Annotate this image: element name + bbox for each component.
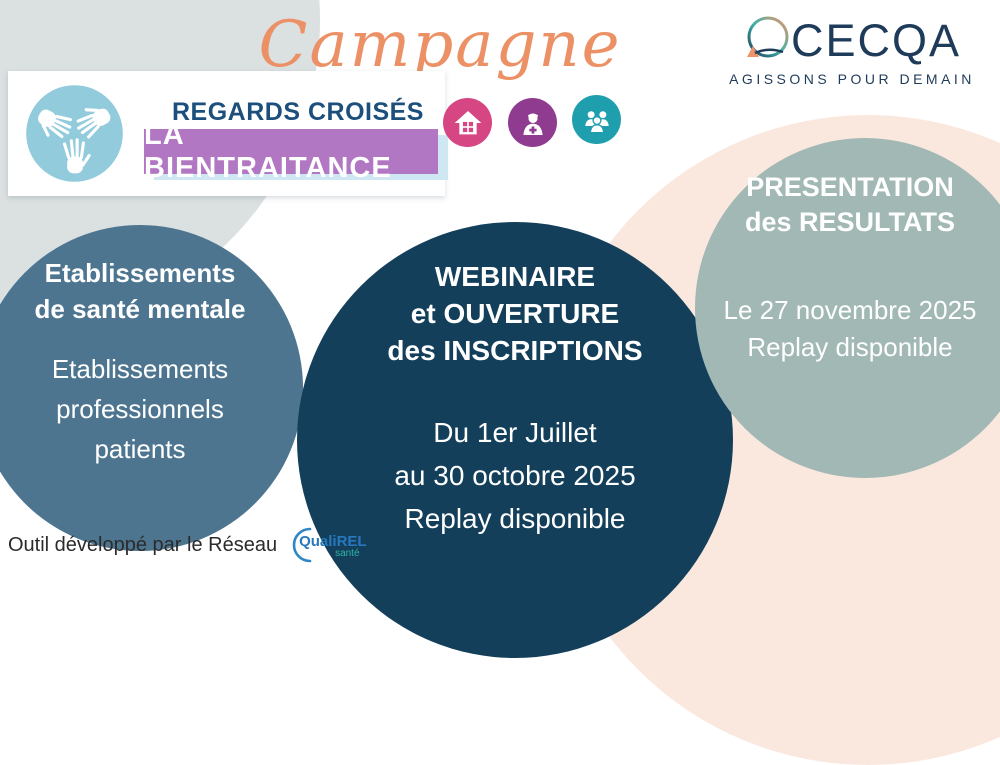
bubble-presentation-body: Le 27 novembre 2025 Replay disponible [695,292,1000,366]
body-line: au 30 octobre 2025 [394,460,636,491]
body-line: Du 1er Juillet [433,417,597,448]
title-line: des INSCRIPTIONS [387,335,643,366]
bubble-etablissements-title: Etablissements de santé mentale [0,225,303,327]
bubble-webinaire-title: WEBINAIRE et OUVERTURE des INSCRIPTIONS [297,222,733,369]
title-line: PRESENTATION [746,172,954,202]
body-line: Le 27 novembre 2025 [723,295,977,325]
body-line: Etablissements [51,354,229,384]
footer-credit-text: Outil développé par le Réseau [8,533,278,556]
bubble-etablissements: Etablissements de santé mentale Etabliss… [0,225,303,551]
qualirel-sub-label: santé [335,548,360,559]
bubble-presentation-title: PRESENTATION des RESULTATS [695,138,1000,240]
ccecqa-c-icon [743,14,791,67]
ccecqa-wordmark: CECQA [790,14,962,66]
bubble-presentation: PRESENTATION des RESULTATS Le 27 novembr… [695,138,1000,478]
body-line: Replay disponible [747,332,953,362]
title-line: de santé mentale [34,294,246,324]
campaign-script-title: Campagne [258,8,622,82]
bientraitance-banner: REGARDS CROISÉS SUR LA BIENTRAITANCE [8,71,448,196]
title-line: des RESULTATS [744,207,955,237]
bubble-webinaire: WEBINAIRE et OUVERTURE des INSCRIPTIONS … [297,222,733,658]
bubble-etablissements-body: Etablissements professionnels patients [0,349,303,469]
body-line: patients [94,434,186,464]
title-line: Etablissements [44,258,236,288]
qualirel-logo: QualiREL santé [283,524,369,566]
hands-logo-icon [22,81,127,191]
body-line: Replay disponible [404,503,626,534]
people-icon [572,95,621,144]
qualirel-arc-icon [292,527,312,563]
title-line: et OUVERTURE [410,298,620,329]
ccecqa-tagline: AGISSONS POUR DEMAIN [729,71,975,87]
footer: Outil développé par le Réseau QualiREL s… [8,524,369,566]
bubble-webinaire-body: Du 1er Juillet au 30 octobre 2025 Replay… [297,411,733,540]
title-line: WEBINAIRE [434,261,596,292]
qualirel-wordmark: QualiREL [299,533,367,550]
house-icon [443,98,492,147]
caregiver-icon [508,98,557,147]
body-line: professionnels [56,394,224,424]
banner-title-line2: LA BIENTRAITANCE [144,119,438,184]
ccecqa-wordmark-row: CECQA [718,14,986,67]
ccecqa-logo: CECQA AGISSONS POUR DEMAIN [718,14,986,87]
